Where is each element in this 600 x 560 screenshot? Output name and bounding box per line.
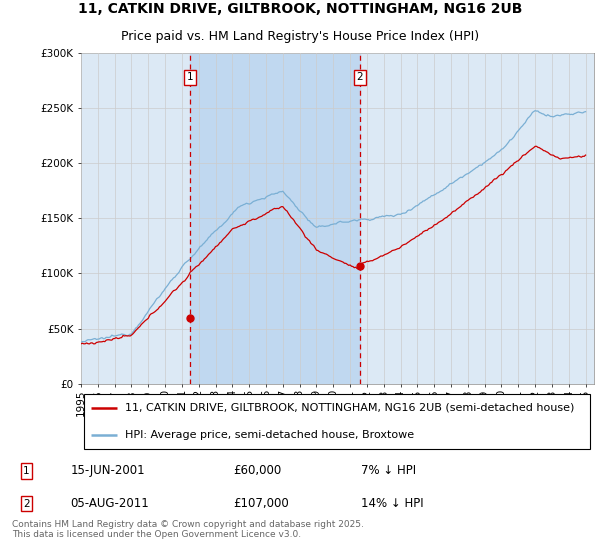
Text: 1: 1 bbox=[23, 466, 30, 476]
Text: 2: 2 bbox=[23, 499, 30, 509]
Text: 05-AUG-2011: 05-AUG-2011 bbox=[70, 497, 149, 510]
Text: 7% ↓ HPI: 7% ↓ HPI bbox=[361, 464, 416, 478]
Text: £107,000: £107,000 bbox=[233, 497, 289, 510]
Text: 11, CATKIN DRIVE, GILTBROOK, NOTTINGHAM, NG16 2UB (semi-detached house): 11, CATKIN DRIVE, GILTBROOK, NOTTINGHAM,… bbox=[125, 403, 574, 413]
Text: HPI: Average price, semi-detached house, Broxtowe: HPI: Average price, semi-detached house,… bbox=[125, 430, 414, 440]
Text: 14% ↓ HPI: 14% ↓ HPI bbox=[361, 497, 424, 510]
Text: 2: 2 bbox=[357, 72, 364, 82]
Text: Price paid vs. HM Land Registry's House Price Index (HPI): Price paid vs. HM Land Registry's House … bbox=[121, 30, 479, 43]
Text: Contains HM Land Registry data © Crown copyright and database right 2025.
This d: Contains HM Land Registry data © Crown c… bbox=[12, 520, 364, 539]
Text: £60,000: £60,000 bbox=[233, 464, 281, 478]
Bar bbox=[190, 53, 360, 384]
Text: 11, CATKIN DRIVE, GILTBROOK, NOTTINGHAM, NG16 2UB: 11, CATKIN DRIVE, GILTBROOK, NOTTINGHAM,… bbox=[78, 2, 522, 16]
Text: 15-JUN-2001: 15-JUN-2001 bbox=[70, 464, 145, 478]
Text: 1: 1 bbox=[187, 72, 193, 82]
FancyBboxPatch shape bbox=[83, 394, 590, 449]
